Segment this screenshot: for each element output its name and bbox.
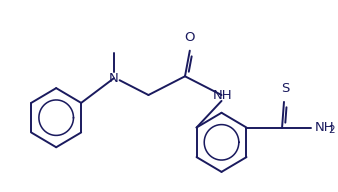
Text: S: S xyxy=(281,82,289,95)
Text: O: O xyxy=(185,31,195,44)
Text: NH: NH xyxy=(315,121,334,134)
Text: 2: 2 xyxy=(328,126,335,136)
Text: N: N xyxy=(109,72,119,85)
Text: NH: NH xyxy=(213,89,232,102)
